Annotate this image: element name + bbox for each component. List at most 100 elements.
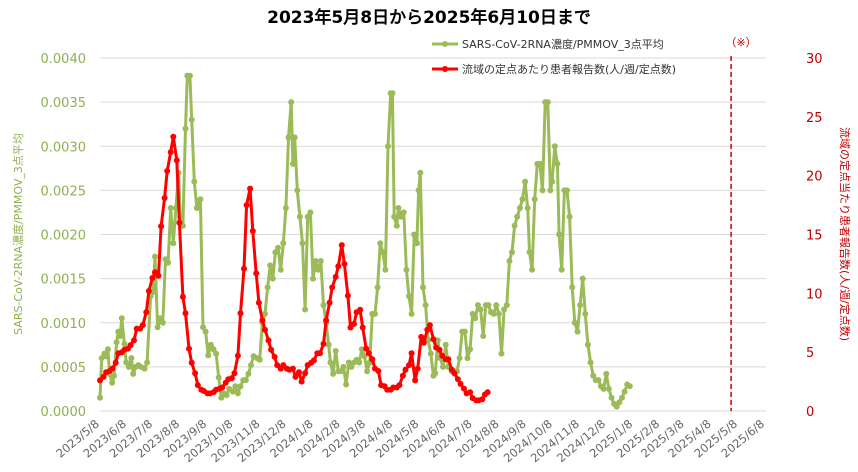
- rna-series-point: [577, 302, 584, 309]
- reports-series-point: [131, 337, 137, 344]
- rna-series-point: [310, 275, 316, 282]
- reports-series-point: [454, 376, 461, 383]
- rna-series-point: [186, 72, 193, 79]
- rna-series-point: [417, 169, 424, 176]
- rna-series-point: [516, 205, 523, 211]
- rna-series-point: [420, 284, 426, 291]
- rna-series-point: [213, 350, 220, 357]
- legend-reports-label: 流域の定点あたり患者報告数(人/週/定点数): [462, 62, 676, 76]
- reports-series-point: [402, 366, 409, 373]
- reports-series-point: [179, 293, 186, 300]
- reports-series-point: [170, 133, 177, 140]
- reports-series-point: [420, 339, 427, 346]
- rna-series-point: [467, 346, 474, 353]
- rna-series-point: [461, 328, 468, 335]
- rna-series-point: [277, 266, 284, 273]
- rna-series-point: [511, 222, 518, 229]
- y-right-axis-title: 流域の定点当たり患者報告数(人/週/定点数): [838, 127, 852, 341]
- rna-series-point: [242, 377, 249, 384]
- series-layer: [97, 72, 633, 410]
- reports-series-point: [298, 378, 305, 385]
- rna-series-point: [128, 355, 135, 362]
- rna-series-point: [157, 315, 164, 322]
- reports-series-point: [158, 223, 165, 230]
- reports-series-point: [310, 357, 317, 364]
- rna-series-point: [389, 90, 396, 97]
- rna-series-point: [469, 310, 476, 317]
- rna-series-point: [229, 388, 236, 395]
- reports-series-point: [365, 350, 372, 357]
- rna-series-point: [113, 339, 120, 346]
- rna-series-point: [109, 379, 116, 386]
- rna-series-point: [558, 266, 565, 273]
- rna-series-point: [121, 340, 128, 347]
- rna-series-point: [165, 259, 172, 266]
- reports-series-point: [188, 359, 195, 366]
- y-right-tick-label: 15: [806, 229, 823, 244]
- rna-series-point: [275, 244, 282, 251]
- reports-series-point: [399, 372, 406, 379]
- rna-series-point: [539, 187, 546, 194]
- rna-series-point: [159, 319, 166, 326]
- legend-reports-marker: [442, 66, 448, 72]
- rna-series-point: [291, 134, 298, 141]
- reports-series-point: [155, 272, 162, 279]
- reports-series-point: [127, 342, 134, 349]
- rna-series-point: [200, 324, 206, 331]
- rna-series-point: [393, 222, 400, 229]
- rna-series-point: [356, 359, 363, 366]
- rna-series-point: [556, 231, 563, 238]
- rna-series-point: [118, 315, 125, 322]
- rna-series-point: [304, 213, 311, 220]
- rna-series-point: [256, 356, 263, 363]
- reports-series-point: [109, 365, 116, 372]
- rna-series-point: [524, 205, 531, 211]
- rna-series-point: [395, 205, 402, 211]
- reports-series-point: [332, 273, 339, 280]
- reports-series-point: [289, 365, 296, 372]
- rna-series-point: [374, 284, 381, 291]
- rna-series-point: [288, 99, 295, 106]
- legend-rna-label: SARS-CoV-2RNA濃度/PMMOV_3点平均: [462, 37, 664, 51]
- rna-series-point: [377, 240, 384, 247]
- rna-series-point: [464, 355, 471, 362]
- reports-series-point: [237, 310, 244, 317]
- reports-series-point: [369, 356, 376, 363]
- y-right-tick-labels: 0 5 10 15 20 25 30: [806, 52, 823, 420]
- reports-series-point: [375, 368, 382, 374]
- reports-series-point: [241, 265, 247, 272]
- reports-series-point: [467, 389, 474, 396]
- y-left-tick-label: 0.0025: [41, 184, 87, 199]
- rna-series-point: [302, 306, 309, 313]
- rna-series-point: [182, 125, 189, 132]
- y-right-tick-label: 20: [806, 170, 823, 185]
- reports-series-point: [418, 333, 425, 340]
- reports-series-point: [255, 299, 262, 306]
- rna-series-point: [495, 310, 502, 317]
- reports-series-point: [351, 320, 357, 327]
- rna-series-point: [361, 353, 368, 360]
- rna-series-point: [547, 187, 554, 194]
- rna-series-point: [307, 209, 314, 216]
- rna-series-point: [477, 306, 484, 313]
- reports-series-point: [112, 359, 119, 366]
- rna-series-point: [210, 346, 217, 353]
- reports-series-point: [451, 370, 458, 377]
- rna-series-point: [566, 213, 573, 220]
- y-left-tick-label: 0.0035: [41, 96, 87, 111]
- rna-series-point: [506, 258, 513, 264]
- rna-series-point: [422, 302, 429, 309]
- rna-series-point: [579, 275, 586, 282]
- rna-series-point: [582, 310, 589, 317]
- rna-series-point: [152, 253, 158, 260]
- rna-series-point: [475, 302, 481, 309]
- reports-series-point: [414, 365, 421, 372]
- y-left-axis-title: SARS-CoV-2RNA濃度/PMMOV_3点平均: [11, 133, 25, 335]
- rna-series-point: [191, 178, 198, 185]
- y-left-tick-label: 0.0040: [41, 52, 87, 67]
- reports-series-point: [430, 336, 437, 343]
- reports-series-point: [265, 337, 272, 344]
- rna-series-point: [590, 372, 597, 379]
- rna-series-point: [372, 310, 378, 317]
